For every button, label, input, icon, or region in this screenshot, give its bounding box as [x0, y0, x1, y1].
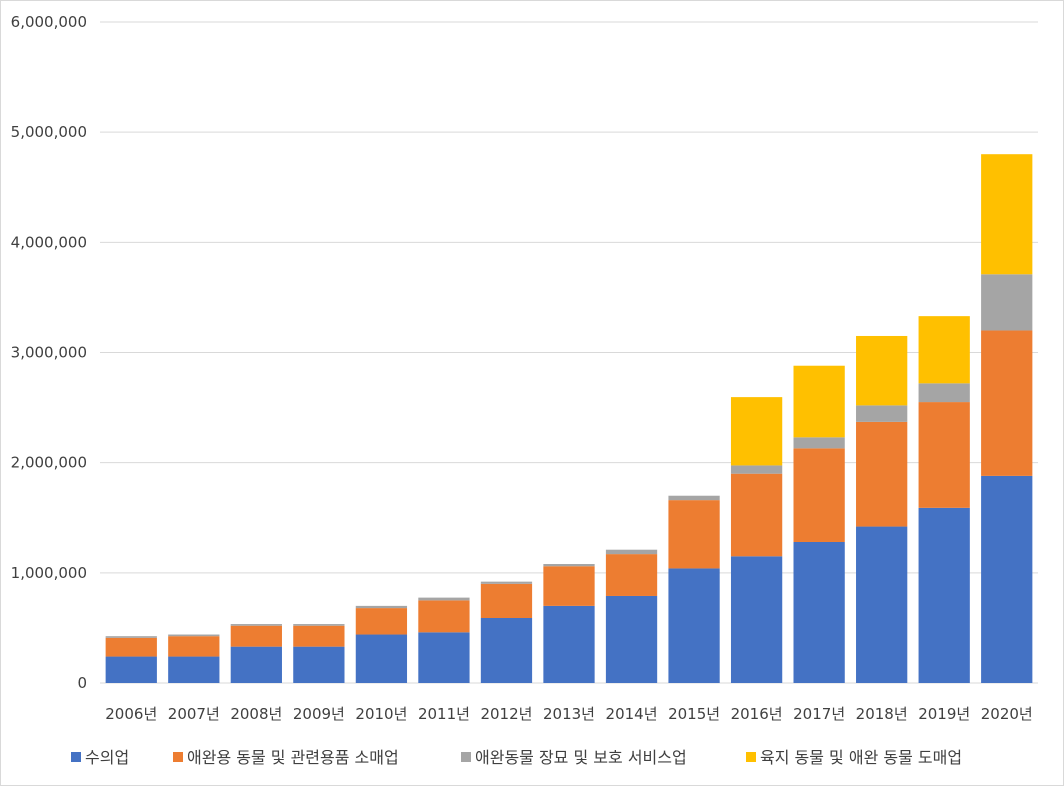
bar-segment-3	[480, 581, 533, 584]
bar-segment-4	[918, 316, 970, 384]
bar-segment-2	[605, 554, 658, 596]
bar-segment-1	[918, 507, 970, 683]
bar-segment-2	[418, 600, 470, 633]
bar-segment-1	[355, 634, 408, 683]
bar-segment-3	[293, 624, 345, 626]
bar-segment-4	[856, 335, 908, 406]
x-tick-label: 2015년	[668, 705, 720, 723]
x-axis-tick-labels: 2006년 2007년 2008년 2009년 2010년 2011년 2012년 2013년…	[105, 705, 1032, 723]
legend-label: 애완동물 장묘 및 보호 서비스업	[475, 748, 687, 767]
x-tick-label: 2017년	[793, 705, 845, 723]
bar-segment-2	[793, 448, 845, 542]
y-tick-label: 6,000,000	[11, 13, 87, 31]
x-tick-label: 2009년	[293, 705, 345, 723]
bar-segment-2	[668, 500, 720, 569]
bar-segment-2	[293, 625, 345, 647]
bar-segment-2	[230, 625, 282, 647]
bar-segment-3	[981, 274, 1033, 331]
bar-segment-3	[543, 564, 595, 567]
bar-segment-2	[105, 637, 157, 657]
legend-label: 육지 동물 및 애완 동물 도매업	[760, 748, 962, 767]
bar-segment-4	[793, 365, 845, 438]
y-axis-tick-labels: 0 1,000,000 2,000,000 3,000,000 4,000,000 5,0…	[11, 13, 87, 692]
x-tick-label: 2014년	[606, 705, 658, 723]
x-tick-label: 2007년	[168, 705, 220, 723]
bar-segment-1	[418, 632, 470, 683]
bar-segment-4	[730, 397, 783, 466]
x-tick-label: 2013년	[543, 705, 595, 723]
bar-segment-1	[730, 556, 783, 683]
bar-segment-1	[668, 568, 720, 683]
bar-segment-1	[293, 646, 345, 683]
legend-label: 애완용 동물 및 관련용품 소매업	[187, 748, 399, 767]
bar-segment-2	[856, 421, 908, 527]
bar-segment-2	[480, 583, 533, 619]
y-tick-label: 3,000,000	[11, 344, 87, 362]
bar-segment-3	[730, 465, 783, 474]
x-tick-label: 2018년	[856, 705, 908, 723]
x-tick-label: 2019년	[918, 705, 970, 723]
x-tick-label: 2006년	[105, 705, 157, 723]
bar-segment-3	[418, 597, 470, 601]
legend: 수의업 애완용 동물 및 관련용품 소매업 애완동물 장묘 및 보호 서비스업 육지 …	[71, 748, 962, 767]
bar-segment-1	[981, 475, 1033, 683]
x-tick-label: 2010년	[355, 705, 407, 723]
bar-segment-3	[605, 549, 658, 555]
x-tick-label: 2012년	[480, 705, 532, 723]
y-tick-label: 1,000,000	[11, 564, 87, 582]
bar-segment-3	[230, 624, 282, 626]
legend-label: 수의업	[85, 748, 129, 767]
bar-segment-2	[355, 608, 408, 635]
gridlines	[100, 21, 1038, 684]
bar-segment-3	[793, 437, 845, 449]
y-tick-label: 5,000,000	[11, 123, 87, 141]
x-tick-label: 2016년	[731, 705, 783, 723]
bar-segment-1	[793, 541, 845, 683]
bar-segment-3	[856, 405, 908, 422]
legend-swatch	[71, 752, 81, 762]
bar-segment-1	[230, 646, 282, 683]
y-tick-label: 4,000,000	[11, 233, 87, 251]
bar-segment-1	[480, 618, 533, 683]
x-tick-label: 2008년	[230, 705, 282, 723]
bar-segment-2	[918, 402, 970, 508]
bar-segment-2	[730, 473, 783, 557]
y-tick-label: 2,000,000	[11, 454, 87, 472]
legend-swatch	[173, 752, 183, 762]
bar-segment-3	[918, 383, 970, 403]
bar-segment-3	[355, 605, 408, 609]
bars	[105, 154, 1033, 683]
bar-segment-1	[168, 656, 220, 683]
y-tick-label: 0	[77, 674, 87, 692]
legend-swatch	[746, 752, 756, 762]
bar-segment-1	[543, 605, 595, 683]
x-tick-label: 2011년	[418, 705, 470, 723]
bar-segment-2	[543, 566, 595, 606]
bar-segment-1	[105, 656, 157, 683]
bar-segment-2	[981, 330, 1033, 476]
bar-segment-4	[981, 154, 1033, 275]
bar-segment-3	[668, 495, 720, 501]
x-tick-label: 2020년	[981, 705, 1033, 723]
bar-segment-1	[605, 595, 658, 683]
bar-segment-3	[105, 636, 157, 638]
bar-segment-3	[168, 634, 220, 637]
legend-swatch	[461, 752, 471, 762]
bar-segment-1	[856, 526, 908, 683]
bar-segment-2	[168, 636, 220, 657]
